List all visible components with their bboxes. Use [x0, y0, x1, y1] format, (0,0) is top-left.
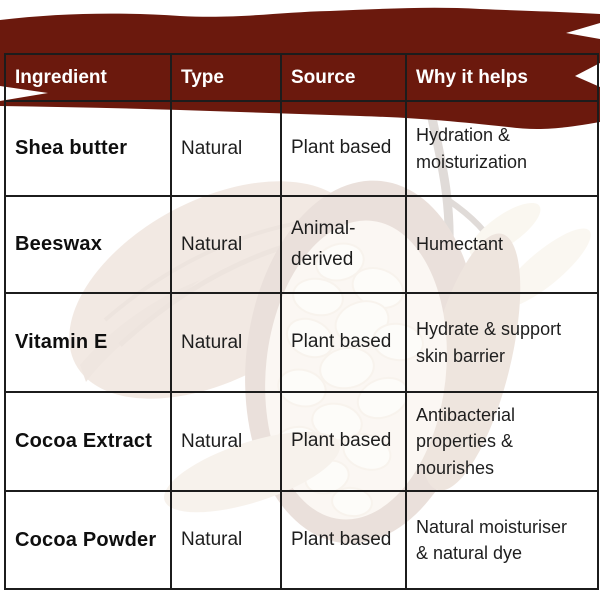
column-header-source: Source	[280, 53, 407, 102]
cell-type: Natural	[170, 100, 282, 197]
table-row: Cocoa Powder Natural Plant based Natural…	[4, 490, 599, 590]
cell-source: Plant based	[280, 391, 407, 492]
column-header-why: Why it helps	[405, 53, 599, 102]
cell-ingredient: Cocoa Extract	[4, 391, 172, 492]
cell-type: Natural	[170, 391, 282, 492]
cell-why: Hydrate & support skin barrier	[405, 292, 599, 393]
table-row: Vitamin E Natural Plant based Hydrate & …	[4, 292, 599, 393]
cell-ingredient: Beeswax	[4, 195, 172, 294]
cell-ingredient: Shea butter	[4, 100, 172, 197]
cell-source: Plant based	[280, 100, 407, 197]
cell-type: Natural	[170, 195, 282, 294]
table-header-row: Ingredient Type Source Why it helps	[4, 53, 599, 102]
cell-why: Humectant	[405, 195, 599, 294]
table-row: Beeswax Natural Animal- derived Humectan…	[4, 195, 599, 294]
cell-type: Natural	[170, 292, 282, 393]
cell-why: Natural moisturiser & natural dye	[405, 490, 599, 590]
ingredients-table: Ingredient Type Source Why it helps Shea…	[4, 53, 599, 590]
column-header-ingredient: Ingredient	[4, 53, 172, 102]
cell-source: Plant based	[280, 490, 407, 590]
cell-source: Animal- derived	[280, 195, 407, 294]
cell-why: Antibacterial properties & nourishes	[405, 391, 599, 492]
cell-type: Natural	[170, 490, 282, 590]
column-header-type: Type	[170, 53, 282, 102]
cell-ingredient: Vitamin E	[4, 292, 172, 393]
cell-why: Hydration & moisturization	[405, 100, 599, 197]
table-row: Cocoa Extract Natural Plant based Antiba…	[4, 391, 599, 492]
cell-source: Plant based	[280, 292, 407, 393]
cell-ingredient: Cocoa Powder	[4, 490, 172, 590]
table-row: Shea butter Natural Plant based Hydratio…	[4, 100, 599, 197]
